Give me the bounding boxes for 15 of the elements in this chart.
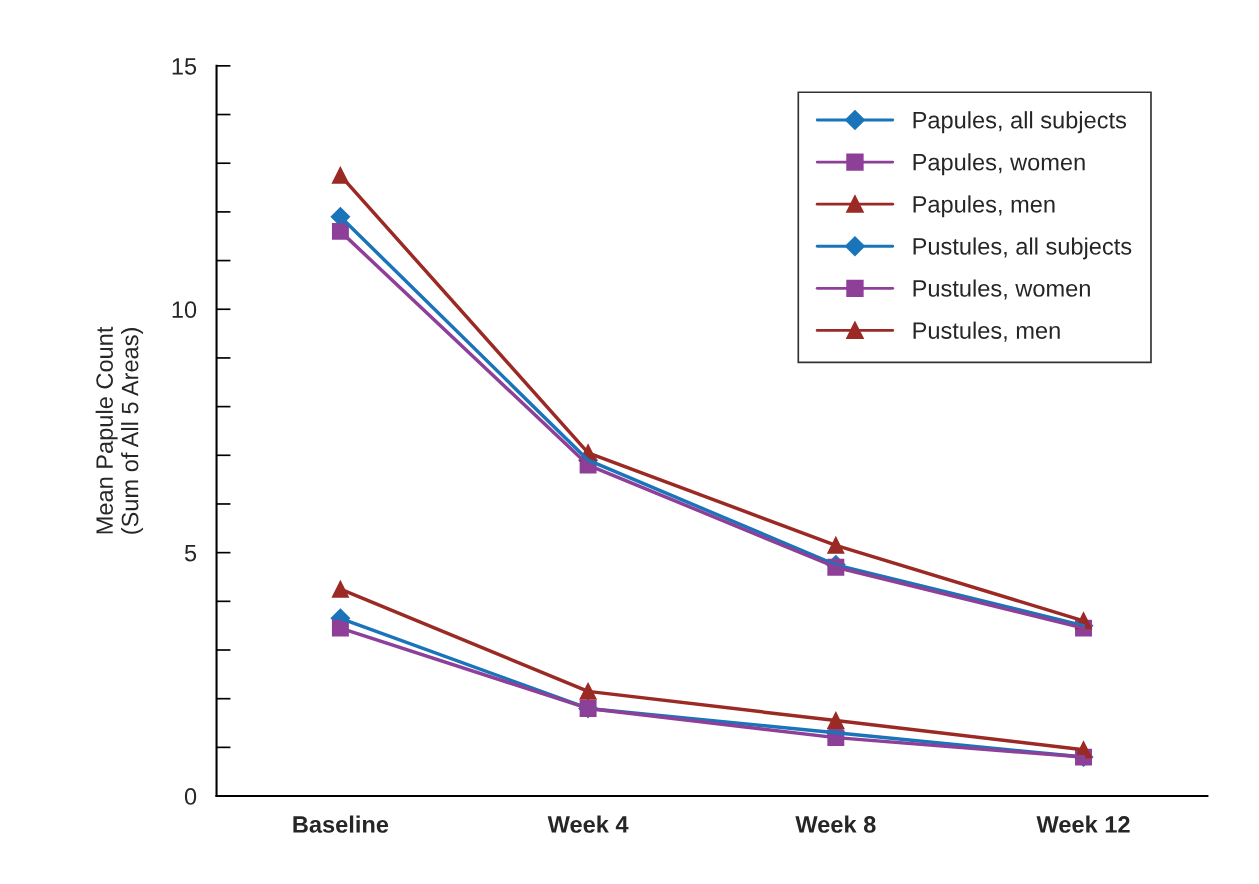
y-tick-label: 0 [184,788,197,805]
legend-label: Pustules, women [913,279,1090,300]
x-tick-label: Week 8 [795,815,876,833]
legend-label: Pustules, men [913,321,1060,342]
y-axis-title: Mean Papule Count (Sum of All 5 Areas) [95,326,144,534]
legend-label: Papules, all subjects [913,111,1127,134]
legend-label: Pustules, all subjects [913,237,1132,260]
y-tick-label: 15 [172,58,197,75]
x-tick-label: Baseline [293,815,389,833]
legend-label: Papules, men [913,195,1055,218]
legend-label: Papules, women [913,153,1085,176]
x-tick-label: Week 4 [547,815,629,833]
y-tick-label: 5 [184,544,197,562]
y-tick-label: 10 [172,301,197,319]
x-tick-label: Week 12 [1036,815,1130,833]
